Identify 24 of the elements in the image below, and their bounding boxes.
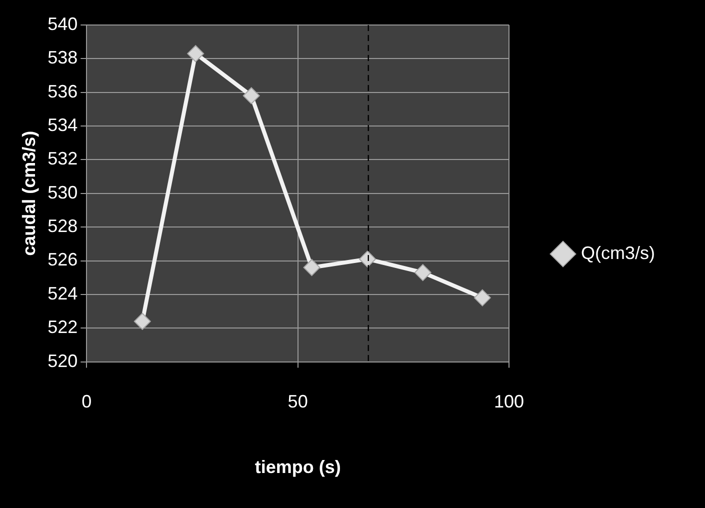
y-tick-label: 532	[48, 148, 78, 169]
y-tick-label: 524	[48, 283, 78, 304]
x-tick-label: 50	[288, 392, 308, 412]
x-tick-label: 100	[494, 392, 524, 412]
point	[303, 258, 320, 276]
point	[134, 312, 151, 330]
y-axis-title: caudal (cm3/s)	[18, 130, 39, 256]
y-tick-label: 530	[48, 182, 78, 202]
y-tick-label: 520	[48, 350, 78, 371]
y-tick-label: 526	[48, 250, 78, 270]
legend-label: Q(cm3/s)	[581, 242, 656, 263]
x-axis-title: tiempo (s)	[254, 457, 341, 478]
x-tick-label: 0	[82, 392, 92, 412]
y-tick-label: 540	[48, 14, 78, 34]
y-tick-label: 528	[48, 216, 78, 236]
y-tick-label: 536	[48, 81, 78, 102]
y-tick-label: 522	[48, 317, 78, 338]
y-tick-label: 534	[48, 115, 78, 136]
point	[474, 289, 491, 306]
point	[414, 264, 432, 282]
point	[187, 45, 204, 62]
point	[359, 250, 376, 268]
point	[242, 87, 260, 104]
y-tick-label: 538	[48, 48, 78, 68]
